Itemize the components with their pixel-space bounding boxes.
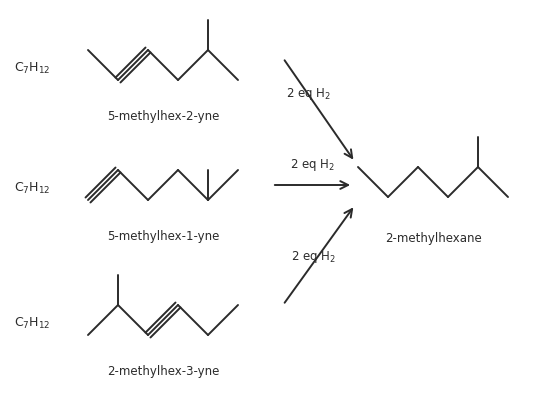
Text: 2 eq H$_2$: 2 eq H$_2$: [292, 249, 337, 265]
Text: 2-methylhexane: 2-methylhexane: [385, 232, 482, 245]
Text: 2 eq H$_2$: 2 eq H$_2$: [290, 157, 335, 173]
Text: C$_7$H$_{12}$: C$_7$H$_{12}$: [14, 181, 50, 196]
Text: 2-methylhex-3-yne: 2-methylhex-3-yne: [107, 365, 219, 378]
Text: 5-methylhex-2-yne: 5-methylhex-2-yne: [107, 110, 219, 123]
Text: C$_7$H$_{12}$: C$_7$H$_{12}$: [14, 316, 50, 331]
Text: C$_7$H$_{12}$: C$_7$H$_{12}$: [14, 60, 50, 75]
Text: 2 eq H$_2$: 2 eq H$_2$: [287, 86, 332, 102]
Text: 5-methylhex-1-yne: 5-methylhex-1-yne: [107, 230, 219, 243]
